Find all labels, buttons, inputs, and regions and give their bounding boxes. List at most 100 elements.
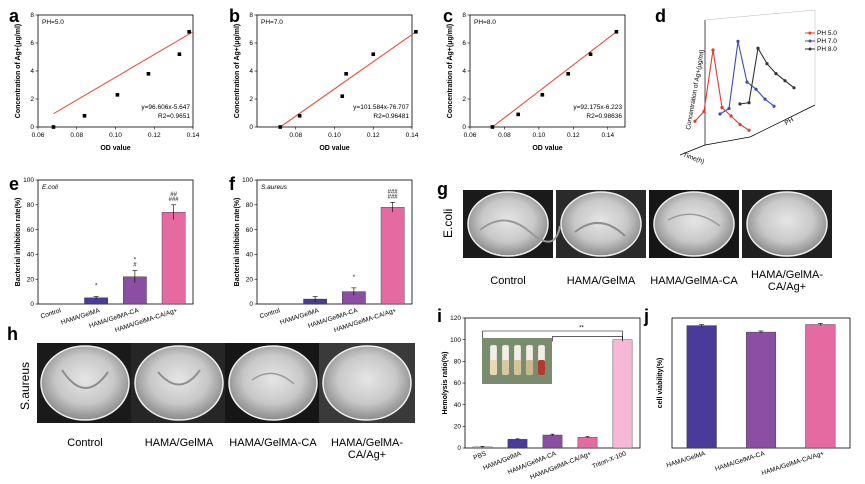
panel-letter-e: e xyxy=(9,174,19,194)
petri-dish xyxy=(653,191,735,257)
significance-mark: * # xyxy=(133,258,137,269)
series-point xyxy=(772,104,776,108)
data-point xyxy=(414,30,418,34)
y-tick-label: 40 xyxy=(27,252,35,259)
y-tick-label: 6 xyxy=(30,40,34,47)
data-point xyxy=(371,52,376,56)
series-point xyxy=(727,106,731,111)
caption-control: Control xyxy=(67,437,102,449)
y-tick-label: 0 xyxy=(249,124,253,131)
tube-liquid xyxy=(526,360,533,375)
colony-streak xyxy=(574,222,626,237)
y-tick-label: 80 xyxy=(454,359,462,366)
fit-r2: R2=0.96481 xyxy=(373,113,409,120)
y-axis-label: Bacterial inhibition rate(%) xyxy=(15,198,22,287)
series-point xyxy=(745,80,749,84)
data-point xyxy=(297,114,302,118)
x-tick-label: HAMA/GelMA-CA/Ag+ xyxy=(761,450,825,477)
panel-letter-g: g xyxy=(437,179,448,199)
y-tick-label: 2 xyxy=(462,96,466,103)
series-point xyxy=(738,102,742,106)
panel-title: E.coli xyxy=(42,184,58,191)
fit-equation: y=96.606x-5.647 xyxy=(141,104,190,111)
legend-marker xyxy=(808,31,812,35)
fit-equation: y=101.584x-76.707 xyxy=(353,104,409,111)
significance-mark: * xyxy=(95,284,98,290)
series-line-2 xyxy=(739,46,795,105)
x-tick-label: 0.14 xyxy=(406,132,419,139)
panel-letter-i: i xyxy=(437,306,442,326)
x-tick-label: 0.12 xyxy=(367,132,380,139)
x-tick-label: PBS xyxy=(473,450,488,462)
bar xyxy=(745,331,777,449)
y-tick-label: 0 xyxy=(462,124,466,131)
bar xyxy=(161,212,186,305)
x-tick-label: 0.10 xyxy=(533,132,546,139)
y-tick-label: 8 xyxy=(249,12,253,19)
x-tick-label: HAMA/GelMA-CA/Ag+ xyxy=(529,450,592,481)
y-tick-label: 0 xyxy=(30,124,34,131)
colony-streak xyxy=(61,369,109,389)
y-axis-label: Concentration of Ag+(μg/ml) xyxy=(685,49,706,130)
legend-label: PH 7.0 xyxy=(817,38,837,45)
plot-frame xyxy=(37,179,194,305)
series-point xyxy=(729,114,733,118)
y-tick-label: 100 xyxy=(23,177,34,184)
colony-streak xyxy=(479,219,561,243)
y-tick-label: 60 xyxy=(454,380,462,387)
photo-panel-g: E.coli Control HAMA/GelMA HAMA/GelMA-CA … xyxy=(441,190,832,293)
chart-f-bar: 0 20 40 60 80 100 Bacterial inhibition rate(%)… xyxy=(234,177,413,334)
series-point xyxy=(693,119,697,123)
colony-streak xyxy=(251,372,295,385)
data-point xyxy=(540,93,545,97)
y-tick-label: 4 xyxy=(249,68,253,75)
fit-equation: y=92.175x-6.223 xyxy=(573,104,622,111)
x-tick-label: HAMA/GelMA-CA xyxy=(714,450,766,473)
data-point xyxy=(340,94,345,98)
y-tick-label: 60 xyxy=(246,227,254,234)
caption-hama-gelma: HAMA/GelMA xyxy=(145,437,214,449)
chart-j-bar: cell viability(%) HAMA/GelMA HAMA/GelMA-CA… xyxy=(657,317,851,477)
axis-x xyxy=(704,136,751,146)
tube-inset-photo xyxy=(482,338,552,384)
fit-line xyxy=(53,31,194,115)
data-point xyxy=(344,72,348,76)
series-point xyxy=(738,122,742,127)
axis-y xyxy=(679,144,706,156)
series-point xyxy=(718,112,722,116)
significance-mark: ** xyxy=(579,326,584,332)
photo-panel-h: S.aureus Control HAMA/GelMA HAMA/GelMA-C… xyxy=(18,343,415,461)
x-axis-label: Time(h) xyxy=(682,152,705,166)
y-tick-label: 20 xyxy=(27,276,35,283)
series-point xyxy=(711,48,715,52)
petri-dish xyxy=(134,345,224,421)
series-point xyxy=(754,87,758,91)
petri-dish xyxy=(467,191,549,257)
y-tick-label: 4 xyxy=(462,68,466,75)
series-point xyxy=(720,105,724,110)
caption-hama-gelma-ca: HAMA/GelMA-CA xyxy=(229,437,317,449)
z-axis-label: PH xyxy=(784,116,796,127)
tube-liquid xyxy=(502,360,509,375)
x-tick-label: Control xyxy=(40,307,63,320)
caption-hama-gelma: HAMA/GelMA xyxy=(567,275,636,287)
y-tick-label: 6 xyxy=(249,40,253,47)
bar xyxy=(577,436,598,449)
fit-r2: R2=0.9651 xyxy=(158,113,190,120)
caption-hama-gelma-ca-ag: HAMA/GelMA-CA/Ag+ xyxy=(331,437,403,461)
x-axis-label: OD value xyxy=(532,145,562,152)
significance-mark: * xyxy=(353,275,356,281)
bar xyxy=(612,339,633,449)
y-tick-label: 40 xyxy=(454,402,462,409)
y-tick-label: 80 xyxy=(246,202,254,209)
significance-bracket xyxy=(552,336,623,342)
series-point xyxy=(702,109,706,114)
legend-marker xyxy=(808,47,812,51)
y-tick-label: 4 xyxy=(30,68,34,75)
panel-letter-h: h xyxy=(7,324,18,344)
chart-b-scatter: 0.08 0.10 0.12 0.14 0 2 4 6 8 OD value Concentrati… xyxy=(234,12,419,152)
y-axis-label: Bacterial inhibition rate(%) xyxy=(234,198,241,287)
axis-far xyxy=(749,104,816,138)
y-tick-label: 0 xyxy=(30,301,34,308)
